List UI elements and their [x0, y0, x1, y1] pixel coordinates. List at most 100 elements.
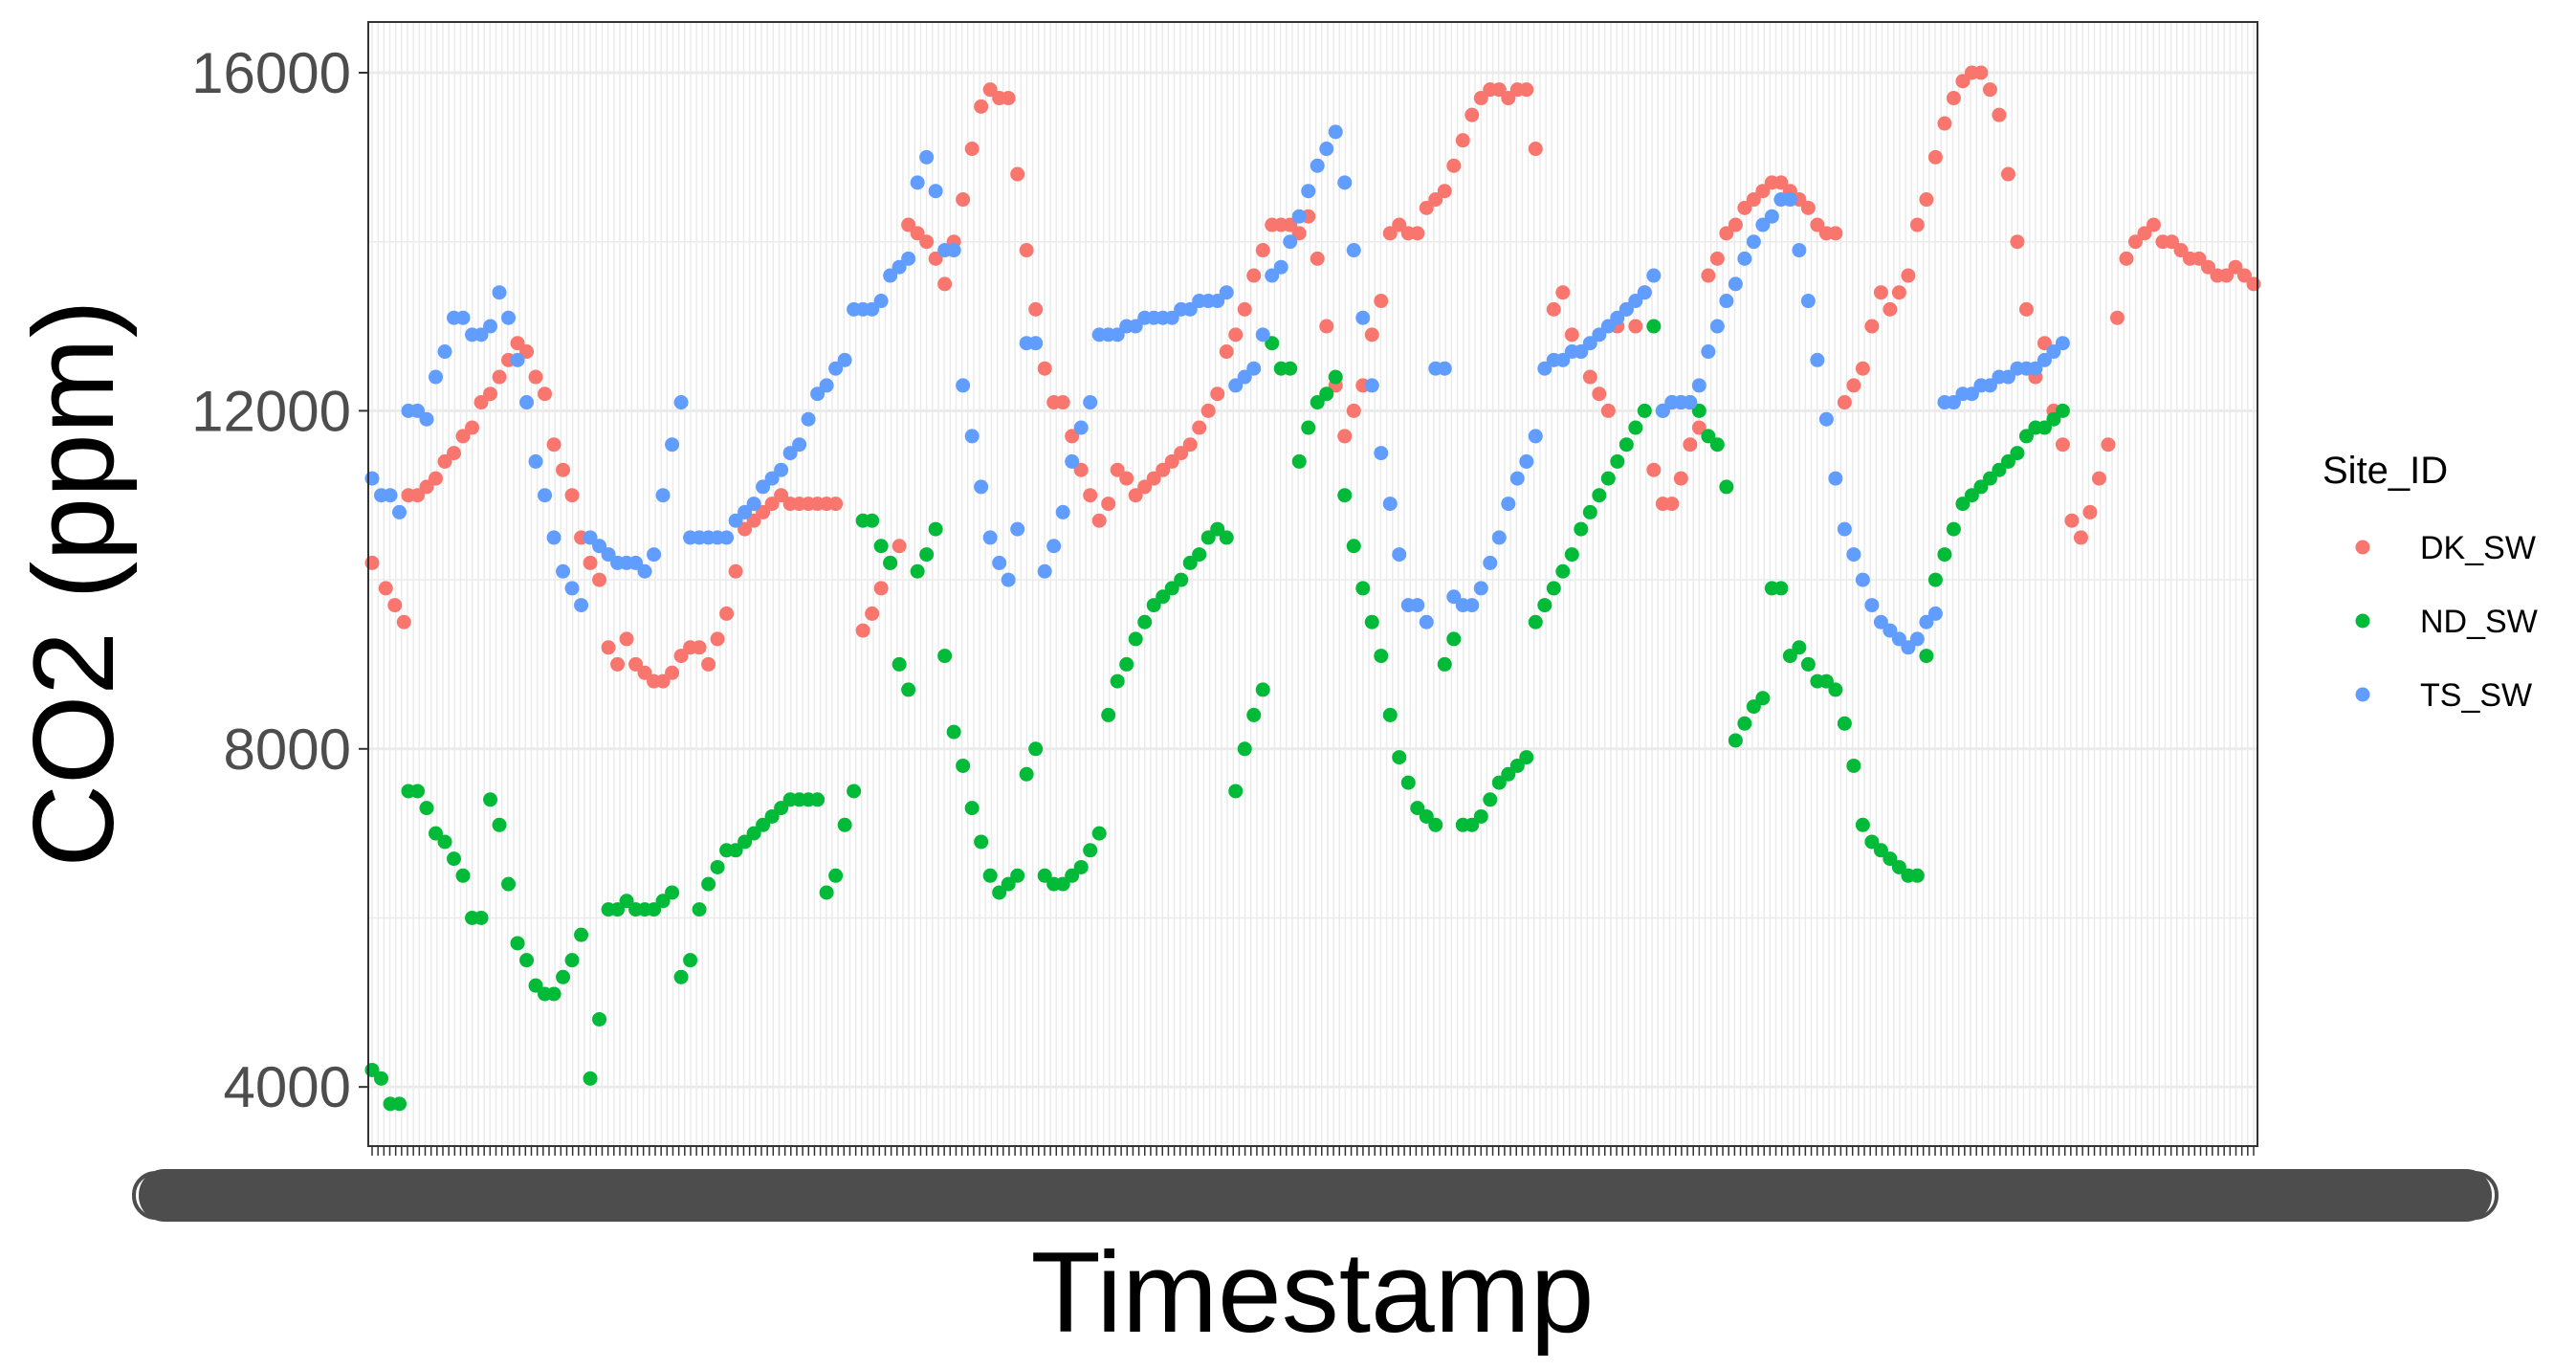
data-point	[1291, 226, 1307, 241]
data-point	[1210, 386, 1225, 402]
data-point	[1637, 403, 1652, 418]
data-point	[1773, 175, 1789, 190]
data-point	[1146, 598, 1161, 613]
data-point	[1728, 276, 1743, 292]
data-point	[901, 251, 916, 266]
data-point	[1964, 386, 1979, 402]
data-point	[774, 801, 789, 816]
data-point	[546, 530, 561, 545]
data-point	[1937, 547, 1952, 563]
data-point	[964, 142, 980, 157]
data-point	[1546, 301, 1561, 317]
data-point	[1755, 184, 1771, 199]
data-point	[1019, 766, 1034, 782]
data-point	[1156, 589, 1171, 605]
data-point	[410, 403, 426, 418]
data-point	[655, 488, 671, 503]
data-point	[1592, 488, 1607, 503]
data-point	[728, 563, 743, 579]
data-point	[1473, 91, 1488, 106]
data-point	[1519, 453, 1534, 469]
data-point	[946, 724, 961, 740]
data-point	[1010, 166, 1025, 182]
data-point	[1646, 462, 1662, 477]
data-point	[1655, 403, 1670, 418]
data-point	[1182, 437, 1198, 453]
data-point	[892, 539, 907, 554]
data-point	[1428, 817, 1443, 832]
data-point	[1855, 572, 1870, 587]
data-point	[2055, 336, 2070, 351]
data-point	[1719, 294, 1734, 309]
data-point	[1501, 91, 1516, 106]
data-point	[2091, 471, 2106, 486]
data-point	[392, 1096, 407, 1112]
plot-panel-border	[367, 21, 2258, 1147]
data-point	[1746, 699, 1761, 715]
data-point	[429, 826, 444, 841]
data-point	[873, 581, 889, 596]
data-point	[738, 504, 753, 519]
data-point	[1182, 555, 1198, 570]
data-point	[810, 386, 826, 402]
data-point	[738, 521, 753, 537]
data-point	[1328, 369, 1343, 385]
data-point	[1355, 310, 1371, 325]
data-point	[919, 547, 935, 563]
data-point	[2000, 369, 2015, 385]
data-point	[592, 1011, 607, 1027]
data-point	[1837, 521, 1852, 537]
data-point	[901, 682, 916, 697]
data-point	[1491, 82, 1507, 98]
data-point	[1255, 327, 1270, 342]
data-point	[701, 876, 716, 892]
data-point	[728, 513, 743, 528]
data-point	[746, 497, 761, 512]
series-ND_SW	[364, 319, 2070, 1112]
data-point	[1800, 200, 1816, 215]
data-point	[883, 268, 898, 283]
data-point	[1818, 673, 1834, 689]
data-point	[383, 488, 398, 503]
data-point	[1746, 192, 1761, 208]
data-point	[1364, 378, 1379, 393]
data-point	[1237, 369, 1252, 385]
data-point	[2018, 429, 2034, 444]
data-point	[1701, 344, 1716, 360]
data-point	[992, 555, 1007, 570]
data-point	[1073, 859, 1089, 874]
data-point	[974, 99, 989, 114]
data-point	[1818, 411, 1834, 427]
data-point	[1891, 285, 1906, 300]
data-point	[1782, 192, 1797, 208]
data-point	[1110, 462, 1125, 477]
data-point	[1128, 631, 1143, 647]
data-point	[1528, 614, 1543, 629]
data-point	[1600, 319, 1616, 334]
data-point	[519, 953, 535, 968]
data-point	[1937, 116, 1952, 131]
data-point	[1083, 395, 1098, 410]
data-point	[1709, 319, 1725, 334]
data-point	[1382, 707, 1398, 722]
data-point	[501, 310, 517, 325]
data-point	[1428, 192, 1443, 208]
data-point	[1673, 471, 1688, 486]
data-point	[1782, 649, 1797, 664]
data-point	[1610, 453, 1625, 469]
data-point	[1537, 598, 1552, 613]
data-point	[1446, 158, 1462, 173]
data-point	[364, 471, 380, 486]
x-tick-label-blob	[139, 1169, 2492, 1222]
data-point	[364, 555, 380, 570]
data-point	[637, 665, 652, 680]
data-point	[1019, 243, 1034, 258]
data-point	[574, 598, 589, 613]
data-point	[619, 631, 634, 647]
data-point	[1610, 310, 1625, 325]
data-point	[419, 801, 434, 816]
data-point	[455, 310, 471, 325]
data-point	[583, 1071, 598, 1086]
data-point	[1337, 488, 1353, 503]
data-point	[610, 902, 626, 917]
